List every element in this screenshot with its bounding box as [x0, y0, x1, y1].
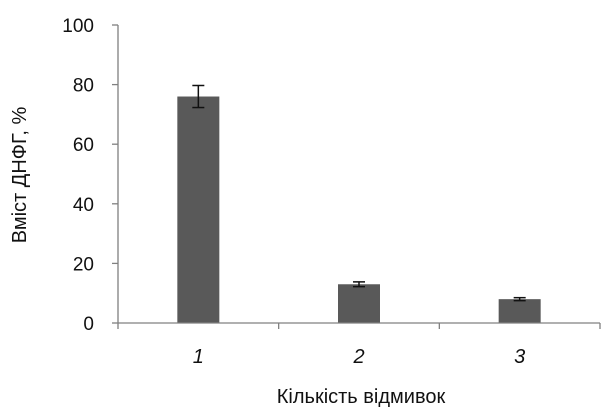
y-tick-label: 80 [73, 76, 94, 97]
bars [177, 84, 541, 324]
x-axis: 1 2 3 [117, 322, 601, 368]
y-axis-title: Вміст ДНФГ, % [9, 107, 31, 244]
bar [177, 96, 220, 324]
y-tick-label: 40 [73, 195, 94, 216]
x-tick-label: 2 [352, 346, 364, 368]
y-tick-label: 20 [73, 254, 94, 275]
x-tick-label: 1 [193, 346, 204, 368]
x-axis-title: Кількість відмивок [277, 386, 446, 408]
y-axis: 0 20 40 60 80 100 [62, 16, 119, 335]
bar [338, 284, 380, 323]
y-tick-label: 100 [62, 16, 94, 37]
bar [498, 299, 541, 323]
y-tick-label: 60 [73, 135, 94, 156]
y-tick-label: 0 [83, 314, 94, 335]
x-tick-label: 3 [514, 346, 525, 368]
